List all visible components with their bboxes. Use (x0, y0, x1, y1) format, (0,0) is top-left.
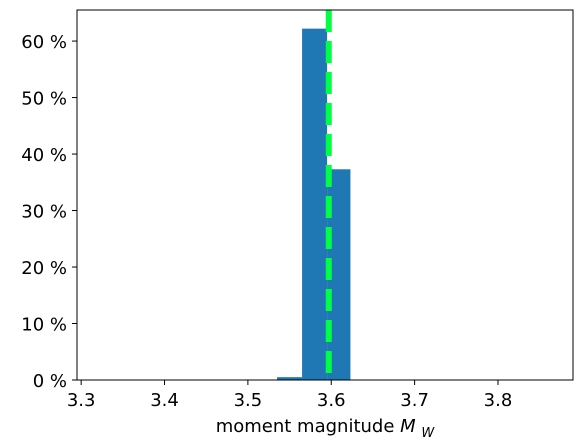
y-axis-ticks: 0 % 10 % 20 % 30 % 40 % 50 % 60 % (21, 32, 77, 392)
x-tick-label: 3.7 (400, 390, 429, 411)
x-tick-label: 3.5 (234, 390, 263, 411)
x-axis-ticks: 3.3 3.4 3.5 3.6 3.7 3.8 (67, 380, 512, 411)
x-tick-label: 3.3 (67, 390, 96, 411)
x-tick-label: 3.8 (484, 390, 513, 411)
x-axis-label: moment magnitude M W (216, 416, 436, 441)
y-tick-label: 50 % (21, 89, 67, 110)
x-axis-label-symbol: M (400, 416, 416, 437)
y-tick-label: 0 % (33, 371, 67, 392)
histogram-bars (277, 29, 350, 380)
x-tick-label: 3.4 (150, 390, 179, 411)
y-tick-label: 40 % (21, 145, 67, 166)
x-axis-label-subscript: W (421, 426, 435, 441)
x-tick-label: 3.6 (317, 390, 346, 411)
histogram-bar-1 (302, 29, 327, 380)
y-tick-label: 10 % (21, 315, 67, 336)
y-tick-label: 60 % (21, 32, 67, 53)
y-tick-label: 20 % (21, 258, 67, 279)
y-tick-label: 30 % (21, 202, 67, 223)
x-axis-label-text: moment magnitude (216, 416, 395, 437)
